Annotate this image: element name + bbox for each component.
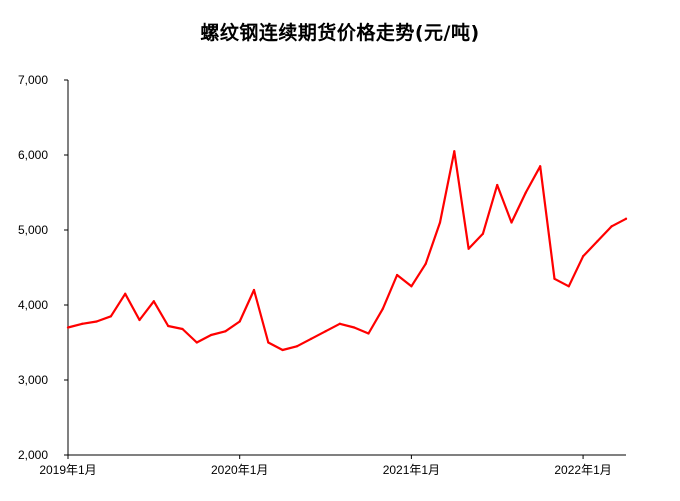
- y-tick-label: 6,000: [18, 148, 48, 162]
- data-point: [267, 341, 270, 344]
- chart-title: 螺纹钢连续期货价格走势(元/吨): [200, 22, 480, 44]
- x-tick-label: 2020年1月: [211, 463, 268, 477]
- data-point: [66, 326, 70, 329]
- data-point: [152, 300, 155, 303]
- data-point: [109, 315, 113, 318]
- y-tick-label: 7,000: [18, 73, 48, 87]
- data-point: [195, 341, 198, 344]
- data-point: [467, 247, 470, 250]
- data-point: [410, 285, 413, 288]
- data-point: [381, 307, 384, 310]
- data-point: [481, 232, 485, 235]
- y-tick-label: 5,000: [18, 223, 48, 237]
- data-point: [353, 326, 356, 329]
- data-point: [224, 330, 227, 333]
- data-point: [95, 320, 98, 323]
- data-point: [596, 240, 599, 243]
- data-point: [281, 348, 284, 352]
- data-point: [567, 285, 570, 288]
- data-point: [453, 150, 456, 153]
- data-point: [81, 322, 84, 325]
- x-tick-label: 2019年1月: [39, 463, 96, 477]
- y-tick-label: 4,000: [18, 298, 48, 312]
- price-series-line: [66, 150, 628, 352]
- data-point: [167, 324, 170, 328]
- plot-area: [66, 150, 628, 352]
- y-tick-label: 2,000: [18, 448, 48, 462]
- data-point: [524, 191, 527, 194]
- data-point: [138, 318, 141, 322]
- x-axis-ticks: 2019年1月 2020年1月 2021年1月 2022年1月: [39, 455, 612, 477]
- data-point: [209, 333, 213, 337]
- data-point: [295, 345, 299, 348]
- x-tick-label: 2021年1月: [383, 463, 440, 477]
- data-point: [324, 330, 327, 333]
- data-point: [310, 337, 313, 340]
- data-point: [424, 262, 427, 265]
- data-point: [496, 183, 499, 187]
- x-tick-label: 2022年1月: [554, 463, 611, 477]
- data-point: [624, 217, 628, 220]
- data-point: [338, 322, 341, 325]
- data-point: [581, 255, 585, 258]
- data-point: [610, 225, 613, 228]
- chart-axes: [67, 80, 626, 456]
- data-point: [367, 332, 370, 335]
- data-point: [510, 221, 513, 224]
- data-point: [539, 165, 542, 168]
- data-point: [238, 320, 241, 323]
- data-point: [252, 288, 256, 292]
- data-point: [438, 221, 442, 224]
- y-axis-ticks: 2,000 3,000 4,000 5,000 6,000 7,000: [18, 73, 68, 462]
- y-tick-label: 3,000: [18, 373, 48, 387]
- data-point: [553, 277, 556, 280]
- data-point: [124, 292, 127, 295]
- data-point: [181, 327, 184, 331]
- data-point: [395, 273, 399, 277]
